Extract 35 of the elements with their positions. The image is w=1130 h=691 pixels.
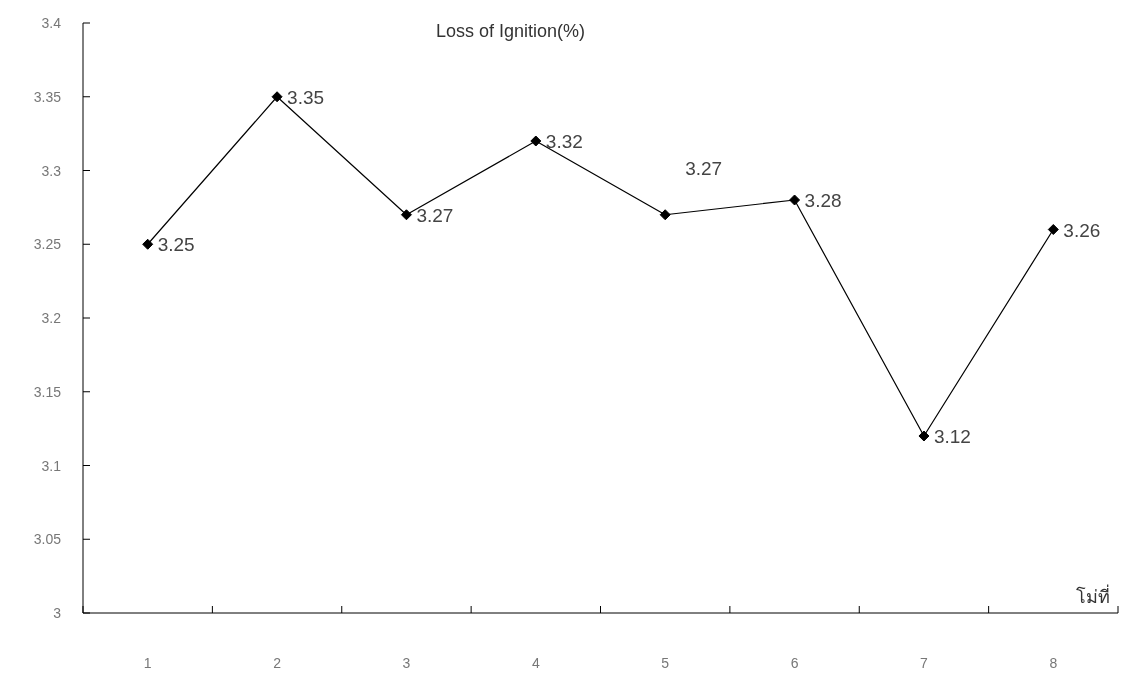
point bbox=[142, 238, 154, 250]
y-tick-label: 3.2 bbox=[41, 310, 62, 326]
point bbox=[659, 209, 671, 221]
data-label: 3.32 bbox=[545, 131, 583, 152]
x-axis-title: โม่ที่ bbox=[1076, 584, 1110, 607]
point bbox=[400, 209, 412, 221]
x-tick-label: 5 bbox=[661, 655, 670, 671]
y-tick-label: 3.05 bbox=[33, 531, 62, 548]
y-tick-label: 3.35 bbox=[33, 88, 62, 105]
x-tick-label: 3 bbox=[402, 655, 411, 671]
data-label: 3.35 bbox=[287, 86, 325, 108]
data-label: 3.27 bbox=[685, 157, 723, 179]
y-tick-label: 3.4 bbox=[41, 15, 62, 31]
data-label: 3.28 bbox=[804, 190, 842, 211]
data-label: 3.27 bbox=[416, 204, 454, 226]
y-tick-label: 3.25 bbox=[33, 236, 62, 253]
y-tick-label: 3.3 bbox=[41, 162, 62, 179]
x-tick-label: 2 bbox=[273, 655, 282, 671]
y-tick-label: 3 bbox=[53, 605, 62, 621]
point bbox=[789, 194, 801, 206]
y-tick-label: 3.1 bbox=[41, 457, 62, 474]
x-tick-label: 6 bbox=[790, 655, 799, 671]
data-label: 3.25 bbox=[157, 234, 195, 256]
point bbox=[918, 430, 930, 442]
data-label: 3.12 bbox=[933, 426, 971, 447]
point bbox=[271, 91, 283, 103]
x-tick-label: 8 bbox=[1049, 655, 1058, 671]
x-tick-label: 4 bbox=[531, 655, 540, 671]
data-label: 3.26 bbox=[1063, 219, 1101, 241]
y-tick-label: 3.15 bbox=[33, 383, 62, 400]
point bbox=[530, 135, 542, 147]
chart-title: Loss of Ignition(%) bbox=[435, 21, 586, 41]
point bbox=[1047, 224, 1059, 235]
x-tick-label: 7 bbox=[920, 655, 929, 671]
x-tick-label: 1 bbox=[143, 655, 152, 671]
